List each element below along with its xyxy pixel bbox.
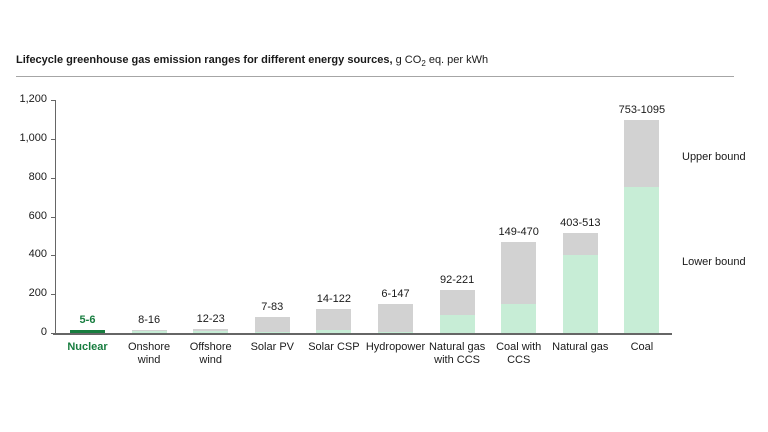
y-axis-tick-mark (51, 100, 55, 101)
bar-offshore-wind-lower-segment (193, 330, 229, 333)
bar-range-label-natural-gas: 403-513 (560, 217, 601, 230)
x-axis-label-solar-pv: Solar PV (250, 341, 294, 353)
bar-hydropower-range-segment (378, 304, 413, 332)
y-axis-tick-label: 1,200 (19, 93, 47, 105)
y-axis-tick-mark (51, 216, 55, 218)
x-axis-label-hydropower: Hydropower (365, 341, 426, 353)
bar-coal-with-ccs-lower-segment (501, 304, 537, 333)
upper-bound-annotation: Upper bound (682, 151, 746, 163)
bar-coal-with-ccs-range-segment (501, 241, 537, 305)
x-axis-label-solar-csp: Solar CSP (308, 341, 360, 353)
bar-natural-gas-with-ccs-range-segment (439, 290, 475, 316)
chart-title-unit-suffix: eq. per kWh (425, 54, 489, 66)
x-axis-label-coal-with-ccs: Coal with CCS (496, 341, 542, 366)
y-axis-tick-mark (51, 255, 55, 257)
y-axis-tick-mark (51, 294, 55, 296)
x-axis-label-coal: Coal (630, 341, 654, 353)
x-axis-label-nuclear: Nuclear (67, 341, 108, 353)
y-axis-tick-label: 1,000 (19, 131, 47, 144)
bar-range-label-hydropower: 6-147 (381, 288, 410, 301)
chart-title-unit-subscript: 2 (421, 59, 426, 69)
y-axis-tick-label: 400 (28, 248, 47, 261)
y-axis-tick-label: 800 (28, 170, 47, 183)
bar-range-label-onshore-wind: 8-16 (138, 313, 161, 326)
bar-nuclear-segment (70, 330, 105, 333)
bar-range-label-coal: 753-1095 (618, 104, 666, 117)
y-axis-tick-mark (51, 138, 55, 140)
x-axis-label-offshore-wind: Offshore wind (189, 341, 232, 366)
bar-coal-range-segment (624, 120, 660, 187)
bar-range-label-coal-with-ccs: 149-470 (498, 225, 539, 238)
bar-coal-lower-segment (624, 186, 660, 333)
chart-title-unit-prefix: g CO (392, 54, 422, 66)
chart-title-main: Lifecycle greenhouse gas emission ranges… (16, 54, 393, 66)
bar-range-label-nuclear: 5-6 (79, 314, 96, 326)
y-axis-tick-mark (51, 177, 55, 179)
bar-offshore-wind-range-segment (193, 328, 229, 331)
y-axis-tick-label: 600 (28, 209, 47, 222)
bar-solar-pv-range-segment (254, 316, 290, 332)
bar-solar-csp-lower-segment (316, 330, 352, 333)
x-axis-line (53, 333, 672, 335)
y-axis-tick-label: 0 (40, 326, 47, 338)
x-axis-label-onshore-wind: Onshore wind (127, 341, 171, 366)
bar-natural-gas-lower-segment (562, 254, 598, 333)
y-axis-line (55, 100, 56, 335)
x-axis-label-natural-gas: Natural gas (552, 341, 609, 353)
bar-hydropower-lower-segment (378, 331, 413, 333)
x-axis-label-natural-gas-with-ccs: Natural gas with CCS (428, 341, 486, 366)
bar-solar-csp-range-segment (316, 309, 352, 331)
bar-range-label-offshore-wind: 12-23 (196, 312, 225, 325)
bar-natural-gas-with-ccs-lower-segment (439, 315, 475, 333)
bar-range-label-solar-csp: 14-122 (316, 293, 352, 306)
bar-natural-gas-range-segment (562, 233, 598, 255)
bar-onshore-wind-range-segment (131, 329, 167, 332)
y-axis-tick-label: 200 (28, 287, 47, 300)
chart-title: Lifecycle greenhouse gas emission ranges… (16, 54, 734, 78)
lower-bound-annotation: Lower bound (682, 256, 746, 268)
bar-range-label-solar-pv: 7-83 (261, 300, 284, 313)
bar-onshore-wind-lower-segment (131, 331, 167, 333)
bar-range-label-natural-gas-with-ccs: 92-221 (439, 274, 475, 287)
bar-solar-pv-lower-segment (254, 331, 290, 333)
